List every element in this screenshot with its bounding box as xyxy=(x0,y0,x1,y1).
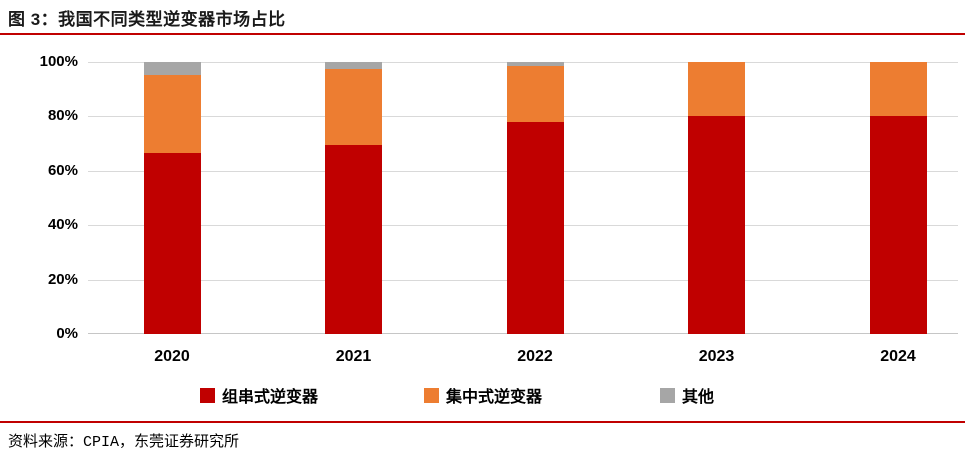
bar-segment-2021-其他 xyxy=(325,62,382,70)
bar-segment-2023-集中式逆变器 xyxy=(688,62,745,117)
x-tick-label-2021: 2021 xyxy=(335,348,372,365)
bar-segment-2022-组串式逆变器 xyxy=(506,121,564,334)
bar-segment-2022-其他 xyxy=(506,62,564,67)
x-tick-label-2020: 2020 xyxy=(154,348,190,365)
bar-segment-2020-其他 xyxy=(143,62,201,75)
stacked-bar-2020 xyxy=(143,62,201,334)
footer-rule xyxy=(0,421,965,423)
x-tick-label-2024: 2024 xyxy=(880,348,916,365)
chart-plot-area xyxy=(88,62,958,334)
legend-item-集中式逆变器: 集中式逆变器 xyxy=(424,383,542,407)
y-tick-label-80: 80% xyxy=(47,107,78,125)
bar-segment-2021-集中式逆变器 xyxy=(325,69,382,145)
stacked-bar-2023 xyxy=(688,62,745,334)
figure-title: 图 3：我国不同类型逆变器市场占比 xyxy=(8,10,286,29)
bar-segment-2024-集中式逆变器 xyxy=(869,62,927,117)
bar-segment-2024-组串式逆变器 xyxy=(869,116,927,334)
legend-item-组串式逆变器: 组串式逆变器 xyxy=(200,383,318,407)
y-tick-label-20: 20% xyxy=(47,270,78,288)
bar-segment-2020-组串式逆变器 xyxy=(143,153,201,334)
legend-label: 组串式逆变器 xyxy=(222,389,319,406)
bar-segment-2021-组串式逆变器 xyxy=(325,144,382,334)
bar-segment-2023-组串式逆变器 xyxy=(688,116,745,334)
y-tick-label-0: 0% xyxy=(56,325,78,342)
source-attribution: 资料来源：CPIA，东莞证券研究所 xyxy=(8,434,240,451)
y-tick-label-60: 60% xyxy=(47,161,78,179)
stacked-bar-2024 xyxy=(869,62,927,334)
title-underline-rule xyxy=(0,33,965,35)
legend-item-其他: 其他 xyxy=(660,383,714,407)
x-tick-label-2022: 2022 xyxy=(517,348,553,365)
legend-label: 其他 xyxy=(682,389,715,406)
bar-segment-2020-集中式逆变器 xyxy=(143,74,201,154)
legend-swatch-icon xyxy=(200,387,215,403)
x-tick-label-2023: 2023 xyxy=(698,348,735,365)
stacked-bar-2022 xyxy=(506,62,564,334)
y-tick-label-100: 100% xyxy=(39,53,78,70)
legend-swatch-icon xyxy=(660,387,675,403)
bar-segment-2022-集中式逆变器 xyxy=(506,66,564,122)
legend-swatch-icon xyxy=(424,387,439,403)
legend-label: 集中式逆变器 xyxy=(446,389,543,406)
y-tick-label-40: 40% xyxy=(47,216,78,234)
stacked-bar-2021 xyxy=(325,62,382,334)
